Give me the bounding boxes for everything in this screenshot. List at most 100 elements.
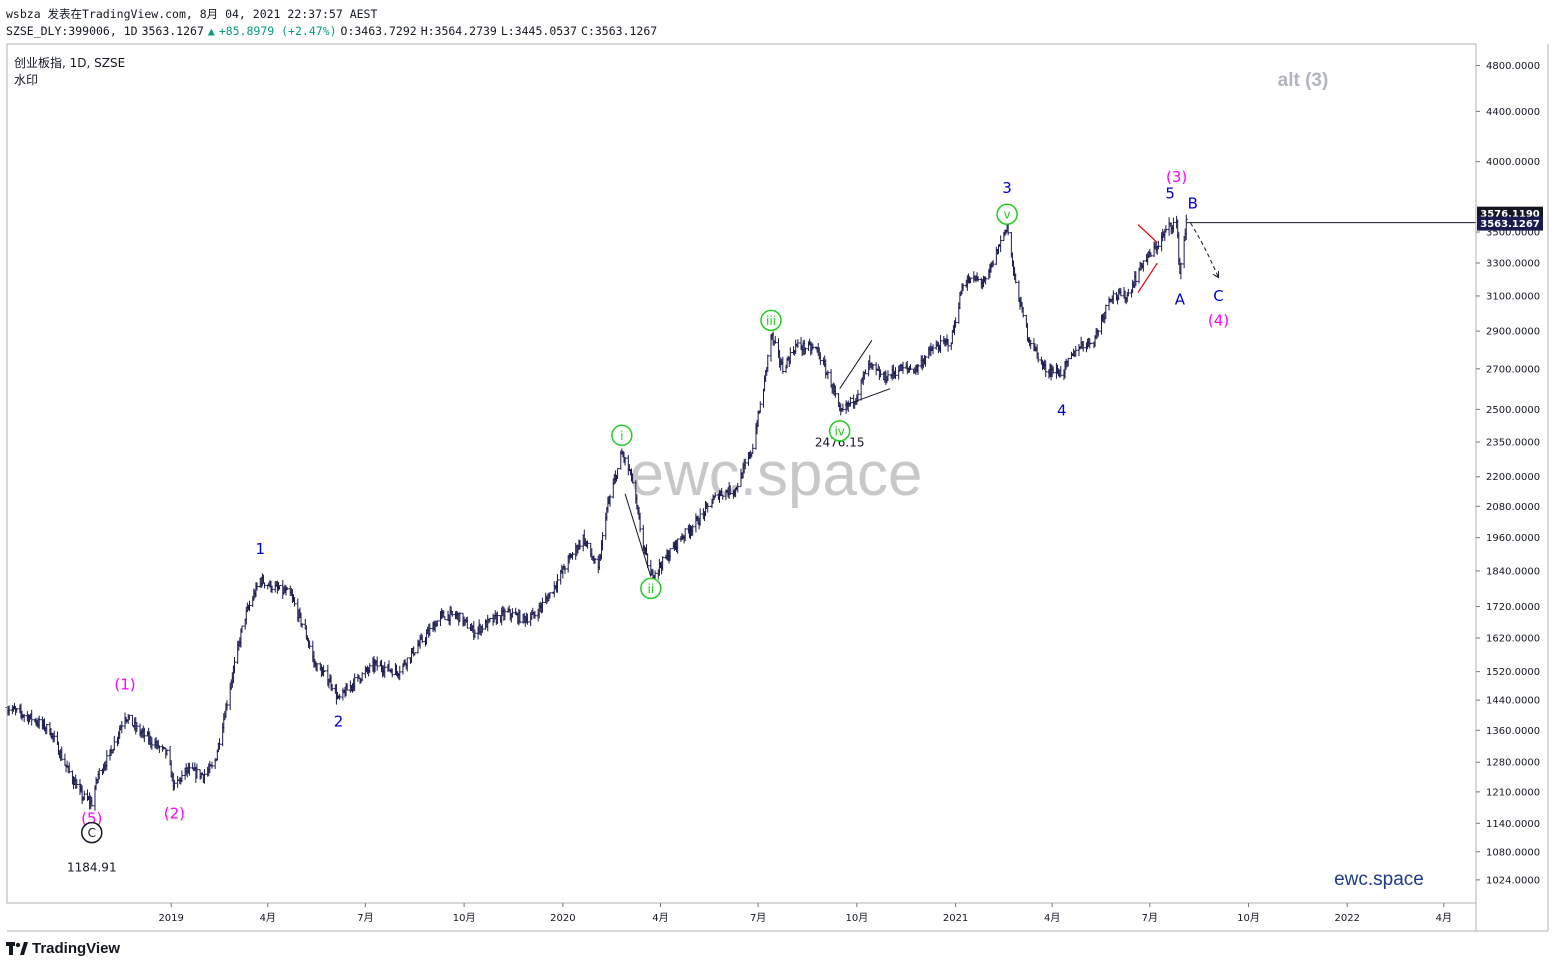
last-price: 3563.1267 [141,24,204,38]
ohlc-bar [172,779,176,791]
wave-label: 4 [1057,402,1067,420]
x-tick-label: 10月 [845,912,868,924]
x-tick-label: 7月 [750,912,766,924]
ohlc-bar [315,663,319,672]
y-tick-label: 1440.0000 [1486,696,1540,707]
wave-label: 1 [255,540,265,558]
ohlc-bar [465,616,469,629]
ohlc-bar [458,612,462,622]
ohlc-bar [893,367,897,380]
ohlc-bar [375,656,379,671]
x-tick-label: 10月 [453,912,476,924]
ohlc-bar [871,363,875,370]
ohlc-bar [368,663,372,674]
y-tick-label: 1520.0000 [1486,667,1540,678]
watermark-text: ewc.space [630,440,923,509]
tv-logo-icon [6,941,28,955]
ohlc-bar [360,672,364,682]
ohlc-bar [90,796,94,807]
ohlc-bar [661,556,665,571]
ohlc-bar [713,492,717,498]
ohlc-bar [961,283,965,292]
ohlc-bar [420,634,424,644]
ohlc-bar [232,657,236,674]
ohlc-bar [874,362,878,376]
y-tick-label: 3100.0000 [1486,291,1540,302]
y-tick-label: 1080.0000 [1486,847,1540,858]
y-tick-label: 1960.0000 [1486,533,1540,544]
ohlc-bar [142,727,146,742]
ohlc-bar [1021,307,1025,318]
svg-text:iv: iv [834,424,844,438]
ohlc-bar [150,737,154,751]
ohlc-bar [428,623,432,637]
ohlc-bar [480,624,484,633]
high-price-label: 3576.1190 [1480,209,1540,220]
ohlc-bar [45,723,49,735]
x-tick-label: 4月 [652,912,668,924]
ohlc-bar [773,336,777,344]
ohlc-bar [195,763,199,779]
tradingview-logo[interactable]: TradingView [6,940,120,957]
wave-label: (5) [81,809,102,827]
x-tick-label: 4月 [260,912,276,924]
ohlc-bar [570,551,574,560]
ohlc-bar [63,753,67,766]
y-tick-label: 1720.0000 [1486,602,1540,613]
ohlc-bar [15,708,19,713]
y-tick-label: 1280.0000 [1486,758,1540,769]
ohlc-bar [901,361,905,374]
ohlc-bar [863,369,867,375]
circled-wave-label: C [81,821,103,844]
y-tick-label: 2350.0000 [1486,437,1540,448]
ohlc-bar [37,715,41,729]
low-value: L:3445.0537 [500,24,578,38]
ohlc-bar [1096,329,1100,337]
wave-label: A [1175,291,1186,309]
ohlc-bar [1119,288,1123,297]
ohlc-bar [525,613,529,625]
svg-text:v: v [1004,208,1011,222]
ohlc-bar [788,347,792,365]
ohlc-bar [1014,273,1018,284]
ohlc-bar [1141,260,1145,272]
y-tick-label: 4400.0000 [1486,107,1540,118]
ohlc-bar [1051,366,1055,374]
ohlc-bar [131,714,135,727]
ohlc-bar [473,629,477,639]
ohlc-bar [623,457,627,466]
ohlc-bar [97,768,101,780]
wave-label: 1184.91 [67,861,117,875]
x-tick-label: 2022 [1335,913,1360,924]
ohlc-bar [1134,271,1138,286]
publisher-line: wsbza 发表在TradingView.com, 8月 04, 2021 22… [6,7,378,21]
ohlc-bar [82,790,86,801]
ohlc-bar [1059,365,1063,378]
y-tick-label: 2200.0000 [1486,472,1540,483]
ohlc-bar [601,532,605,551]
y-tick-label: 2080.0000 [1486,502,1540,513]
ohlc-bar [217,738,221,750]
ohlc-bar [293,597,297,607]
svg-text:C: C [88,826,96,840]
ohlc-bar [721,494,725,500]
ohlc-bar [127,714,131,721]
ohlc-bar [1044,360,1048,378]
x-tick-label: 10月 [1237,912,1260,924]
triangle-lower-line [844,388,891,406]
circled-wave-label: v [996,203,1018,225]
wave-label: (2) [164,805,185,823]
triangle-upper-line [839,340,873,389]
ohlc-bar [878,369,882,378]
ohlc-bar [157,745,161,753]
ohlc-bar [818,352,822,366]
wave-label: 2476.15 [815,435,865,449]
projection-arrowhead [1212,271,1219,279]
ohlc-bar [308,640,312,650]
ohlc-bar [1171,217,1175,233]
ohlc-bar [30,709,34,726]
x-tick-label: 4月 [1044,912,1060,924]
ohlc-bar [248,600,252,612]
ohlc-bar [210,761,214,769]
